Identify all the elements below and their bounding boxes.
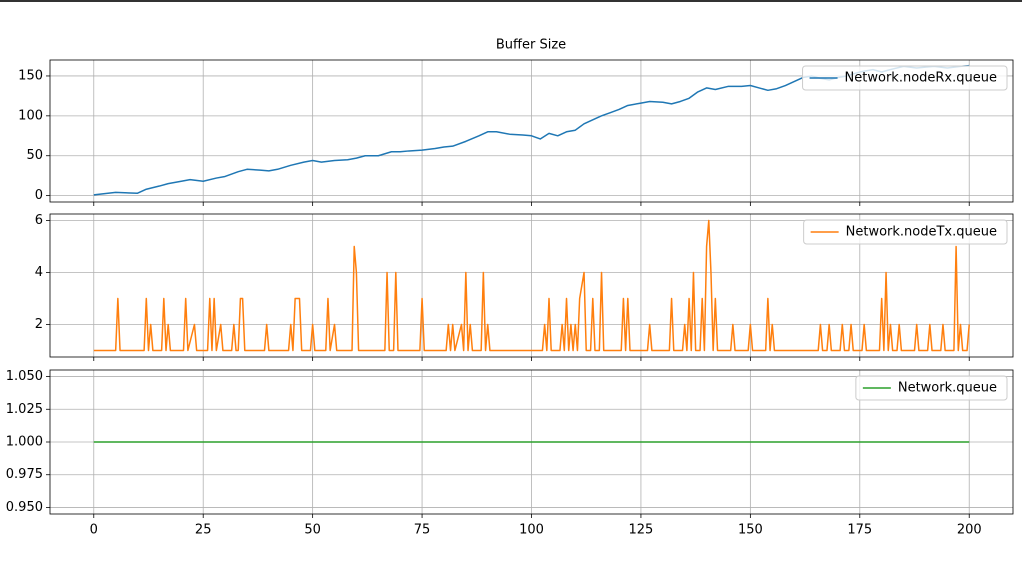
legend-label: Network.nodeTx.queue (846, 225, 997, 240)
y-tick-label: 6 (35, 213, 43, 228)
y-tick-label: 100 (18, 108, 43, 123)
legend-box (802, 65, 1008, 91)
y-tick-label: 50 (26, 148, 43, 163)
x-tick-label: 150 (738, 523, 763, 538)
plot-frame (49, 213, 1014, 358)
y-tick-label: 1.025 (6, 402, 43, 417)
top-bar (0, 0, 1022, 2)
x-tick-label: 0 (90, 523, 98, 538)
legend-label: Network.nodeRx.queue (845, 71, 997, 86)
y-tick-label: 1.000 (6, 435, 43, 450)
plot-frame (49, 369, 1014, 515)
y-tick-label: 150 (18, 68, 43, 83)
x-tick-label: 175 (847, 523, 872, 538)
y-tick-label: 0.950 (6, 500, 43, 515)
legend-box (803, 219, 1008, 245)
data-line (93, 219, 970, 352)
x-tick-label: 75 (414, 523, 431, 538)
y-tick-label: 0 (35, 188, 43, 203)
x-tick-label: 200 (957, 523, 982, 538)
y-tick-label: 4 (35, 265, 43, 280)
legend-box (855, 375, 1008, 401)
chart-title: Buffer Size (496, 38, 566, 53)
plot-frame (49, 59, 1014, 203)
x-tick-label: 25 (195, 523, 212, 538)
x-tick-label: 50 (304, 523, 321, 538)
x-tick-label: 100 (519, 523, 544, 538)
y-tick-label: 1.050 (6, 369, 43, 384)
x-tick-label: 125 (629, 523, 654, 538)
y-tick-label: 0.975 (6, 467, 43, 482)
y-tick-label: 2 (35, 317, 43, 332)
legend-label: Network.queue (898, 381, 997, 396)
